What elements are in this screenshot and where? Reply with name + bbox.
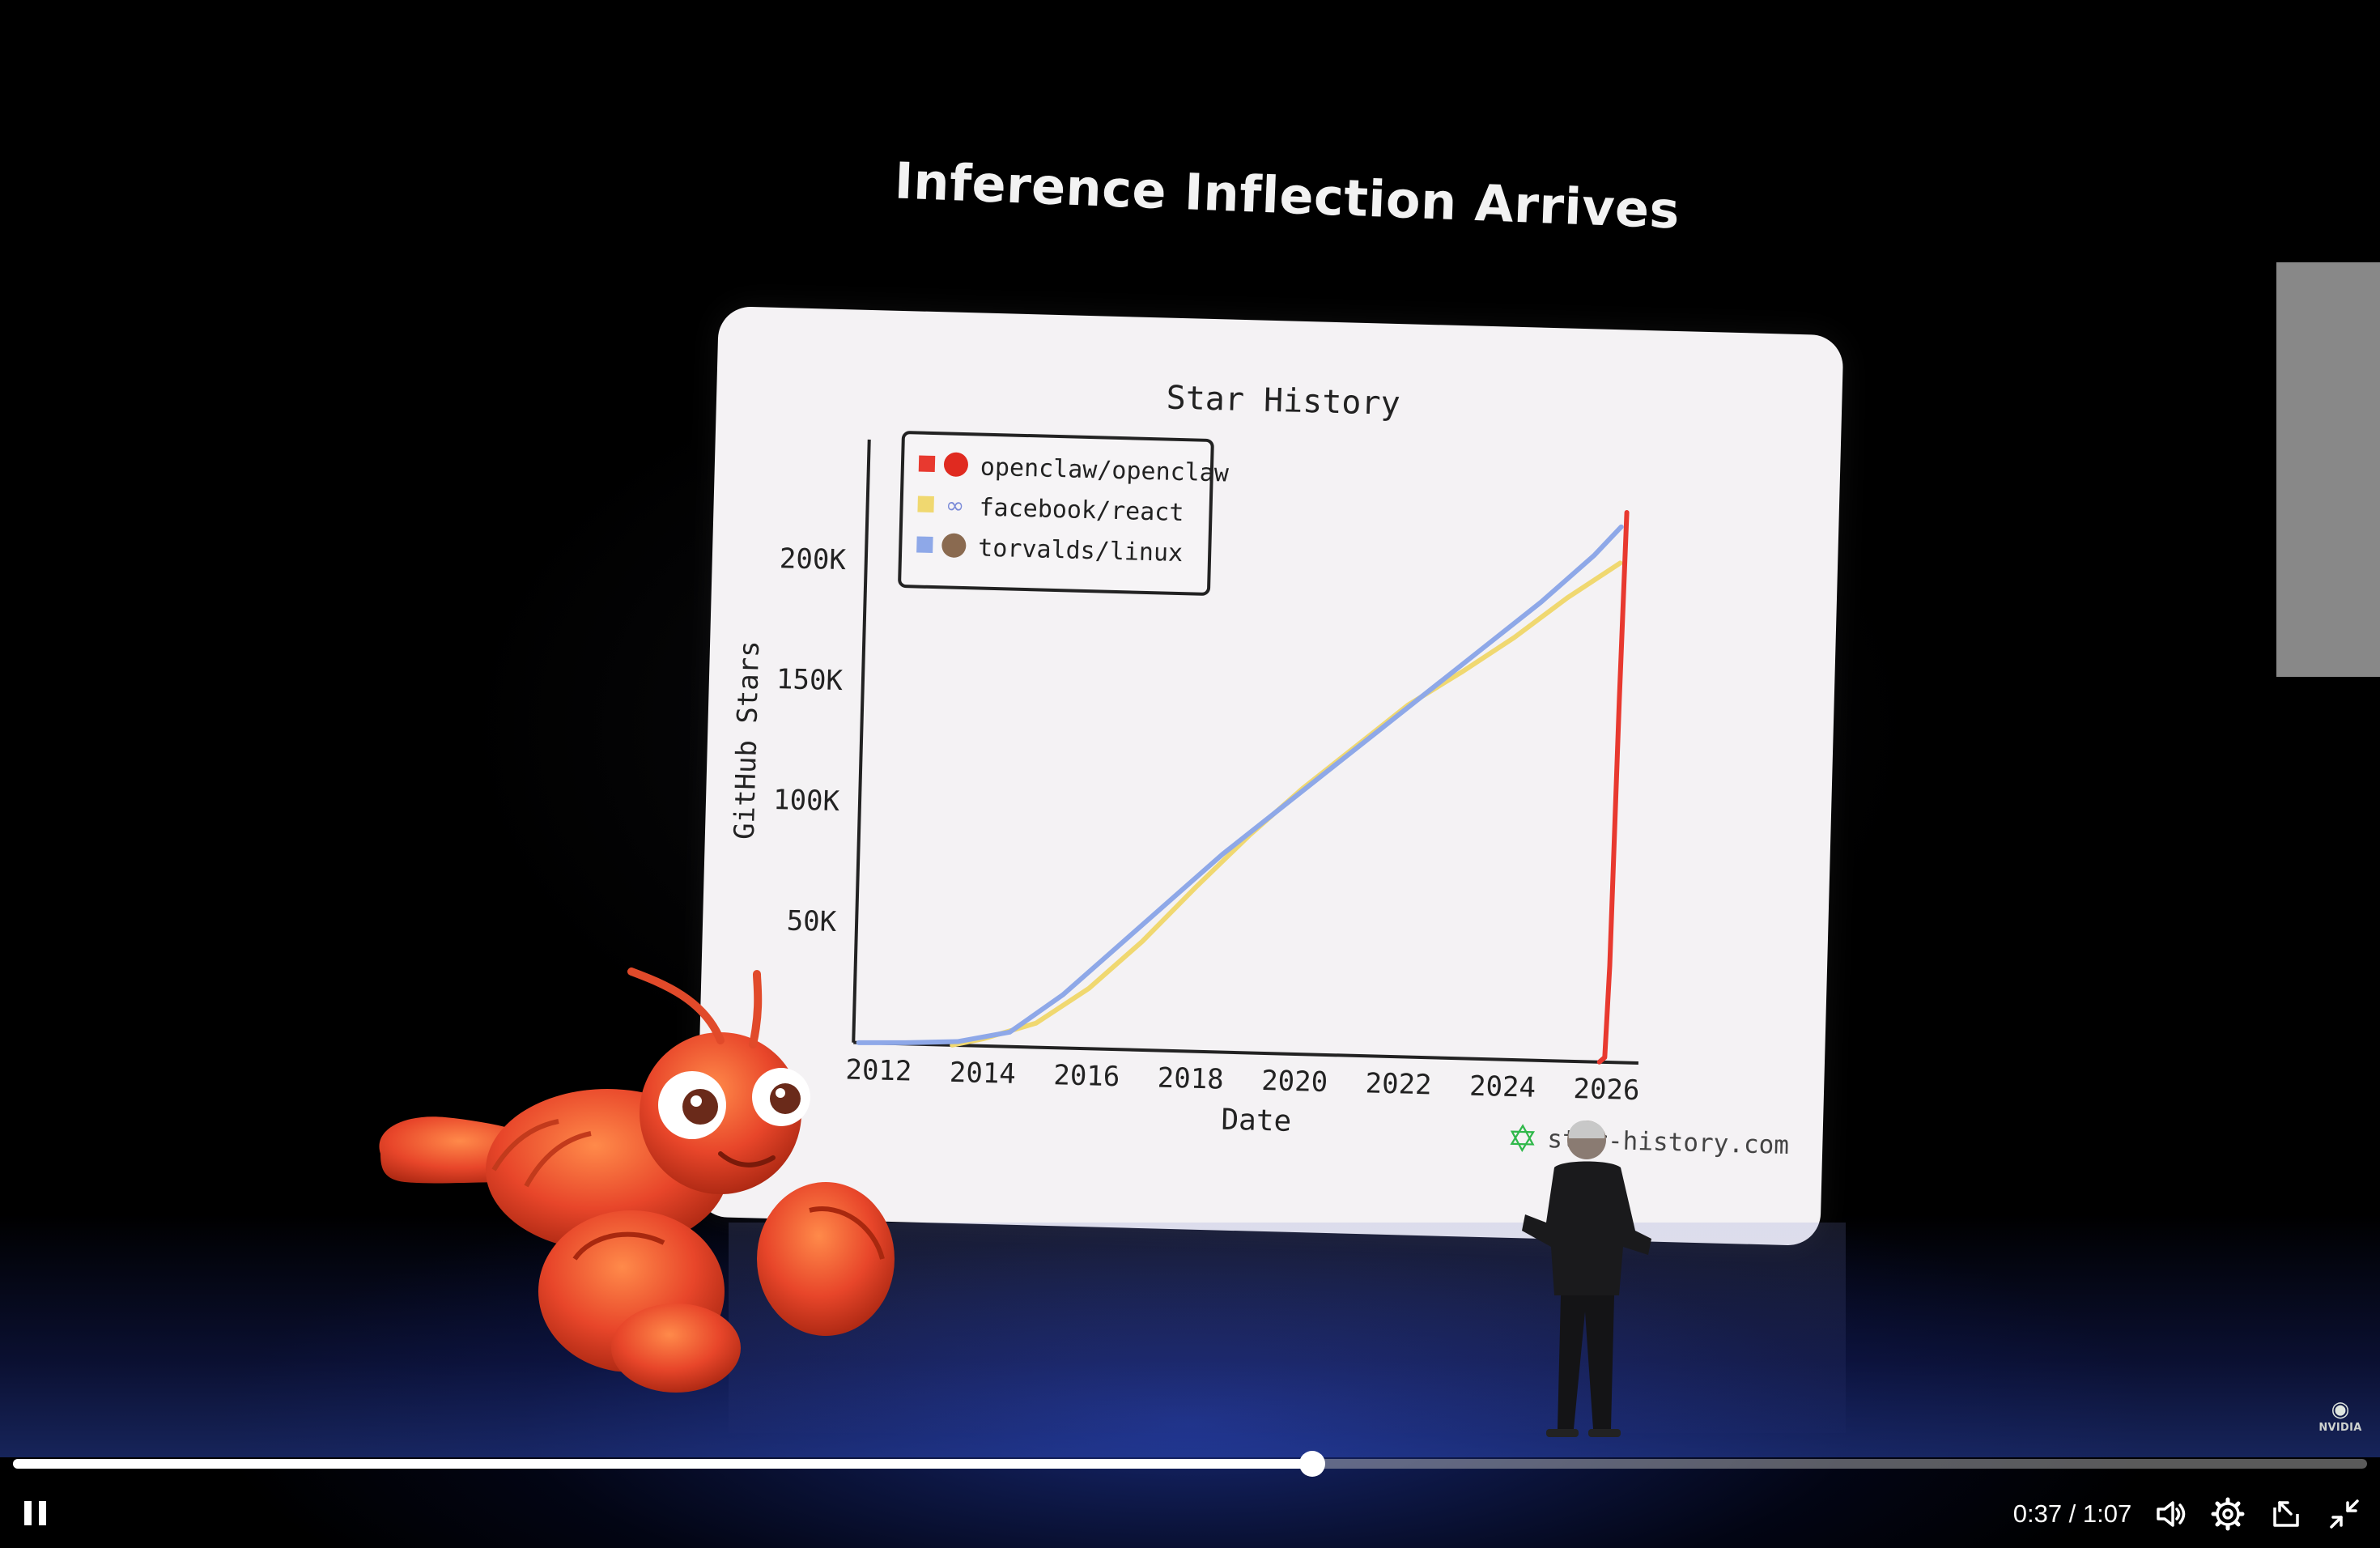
legend-label: torvalds/linux <box>978 534 1184 568</box>
legend-label: openclaw/openclaw <box>980 453 1230 488</box>
pause-button[interactable] <box>19 1496 53 1530</box>
legend-label: facebook/react <box>979 494 1184 528</box>
chart-panel: Star History 2012 2014 2016 2018 2020 2022 202… <box>695 306 1844 1247</box>
y-tick-label: 150K <box>776 663 844 697</box>
miniplayer-icon <box>2273 1501 2299 1527</box>
openclaw-avatar-icon <box>943 452 968 477</box>
volume-button[interactable] <box>2153 1496 2189 1532</box>
y-tick-labels: 50K 100K 150K 200K <box>773 542 847 938</box>
chart-reflection <box>729 1223 1846 1433</box>
chart-legend: openclaw/openclaw ∞ facebook/react torvalds… <box>898 431 1230 596</box>
linux-avatar-icon <box>941 533 967 558</box>
x-tick-label: 2024 <box>1469 1070 1536 1104</box>
exit-fullscreen-button[interactable] <box>2327 1496 2362 1532</box>
chart-axes <box>852 439 1638 1065</box>
lobster-mascot <box>379 968 895 1393</box>
react-infinity-icon: ∞ <box>946 491 965 519</box>
miniplayer-button[interactable] <box>2268 1496 2304 1532</box>
time-display: 0:37 / 1:07 <box>2012 1499 2132 1528</box>
exit-fullscreen-icon <box>2330 1499 2359 1529</box>
y-axis-label: GitHub Stars <box>729 640 766 840</box>
gear-icon <box>2211 1497 2245 1531</box>
x-tick-label: 2022 <box>1365 1067 1432 1101</box>
series-line-openclaw-openclaw <box>1596 510 1630 1065</box>
star-logo-icon: ✡ <box>1507 1116 1539 1161</box>
x-tick-label: 2014 <box>949 1057 1016 1091</box>
chart-title: Star History <box>1166 380 1400 423</box>
slide-title: Inference Inflection Arrives <box>893 151 1681 240</box>
nvidia-logo-text: NVIDIA <box>2318 1422 2362 1434</box>
x-tick-label: 2026 <box>1573 1073 1640 1107</box>
y-tick-label: 100K <box>773 784 840 818</box>
y-axis-line <box>852 439 871 1043</box>
series-line-torvalds-linux <box>856 524 1624 1045</box>
legend-swatch <box>917 495 934 513</box>
y-tick-label: 200K <box>779 542 846 576</box>
settings-button[interactable] <box>2210 1496 2246 1532</box>
x-axis-label: Date <box>1221 1104 1292 1138</box>
legend-swatch <box>916 536 933 554</box>
stage-floor <box>0 1214 2380 1457</box>
nvidia-logo: ◉ NVIDIA <box>2312 1397 2369 1440</box>
progress-scrubber-handle[interactable] <box>1299 1451 1326 1477</box>
x-tick-label: 2020 <box>1261 1065 1328 1099</box>
x-tick-labels: 2012 2014 2016 2018 2020 2022 2024 2026 <box>845 1053 1640 1107</box>
side-panel-thumbnail[interactable] <box>2276 262 2380 677</box>
x-tick-label: 2018 <box>1157 1062 1224 1096</box>
nvidia-eye-icon: ◉ <box>2331 1397 2350 1422</box>
x-axis-line <box>853 1040 1638 1065</box>
presenter <box>1522 1121 1651 1437</box>
x-tick-label: 2016 <box>1053 1059 1120 1093</box>
progress-bar-played <box>13 1459 1313 1469</box>
y-tick-label: 50K <box>786 904 837 938</box>
legend-swatch <box>918 455 936 473</box>
star-history-chart: Star History 2012 2014 2016 2018 2020 2022 202… <box>729 380 1790 1161</box>
progress-bar[interactable] <box>13 1451 2367 1477</box>
legend-box <box>898 431 1214 596</box>
x-tick-label: 2012 <box>845 1053 912 1087</box>
volume-icon <box>2157 1501 2186 1527</box>
series-lines <box>856 510 1630 1065</box>
